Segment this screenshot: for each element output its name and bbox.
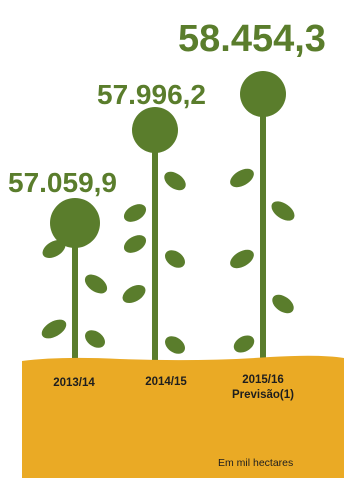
plant-leaf-2-2 [164, 171, 186, 191]
value-label-2: 57.996,2 [97, 79, 206, 110]
plants-layer [41, 71, 295, 362]
plant-leaf-3-5 [233, 335, 255, 353]
labels-layer: 57.059,9 2013/14 57.996,2 2014/15 58.454,3 20… [8, 18, 326, 401]
plant-flower-1 [50, 198, 100, 248]
unit-label: Em mil hectares [218, 457, 293, 469]
plant-leaf-1-3 [41, 319, 67, 339]
value-label-3: 58.454,3 [178, 18, 326, 60]
category-label-2: 2014/15 [145, 376, 187, 388]
plant-leaf-2-3 [123, 235, 147, 253]
plant-leaf-2-4 [165, 250, 185, 268]
plant-leaf-3-2 [271, 201, 295, 221]
category-label-1: 2013/14 [53, 377, 95, 389]
plant-leaf-1-2 [84, 274, 108, 294]
plant-leaf-1-1 [42, 239, 66, 259]
plant-stem-1 [72, 223, 78, 362]
plant-leaf-2-1 [123, 204, 147, 222]
plant-leaf-3-3 [230, 249, 254, 269]
value-label-1: 57.059,9 [8, 167, 117, 198]
plant-stem-3 [260, 94, 266, 362]
plant-stem-2 [152, 130, 158, 362]
plant-flower-2 [132, 107, 178, 153]
ground-band [22, 355, 344, 478]
plant-leaf-2-5 [122, 284, 146, 304]
plant-leaf-3-1 [230, 168, 254, 188]
plant-leaf-3-4 [272, 294, 294, 314]
category-label-3: 2015/16 [242, 374, 284, 386]
plant-flower-3 [240, 71, 286, 117]
plant-leaf-1-4 [85, 330, 105, 348]
category-sublabel-3: Previsão(1) [232, 389, 294, 401]
plant-leaf-2-6 [165, 336, 185, 354]
